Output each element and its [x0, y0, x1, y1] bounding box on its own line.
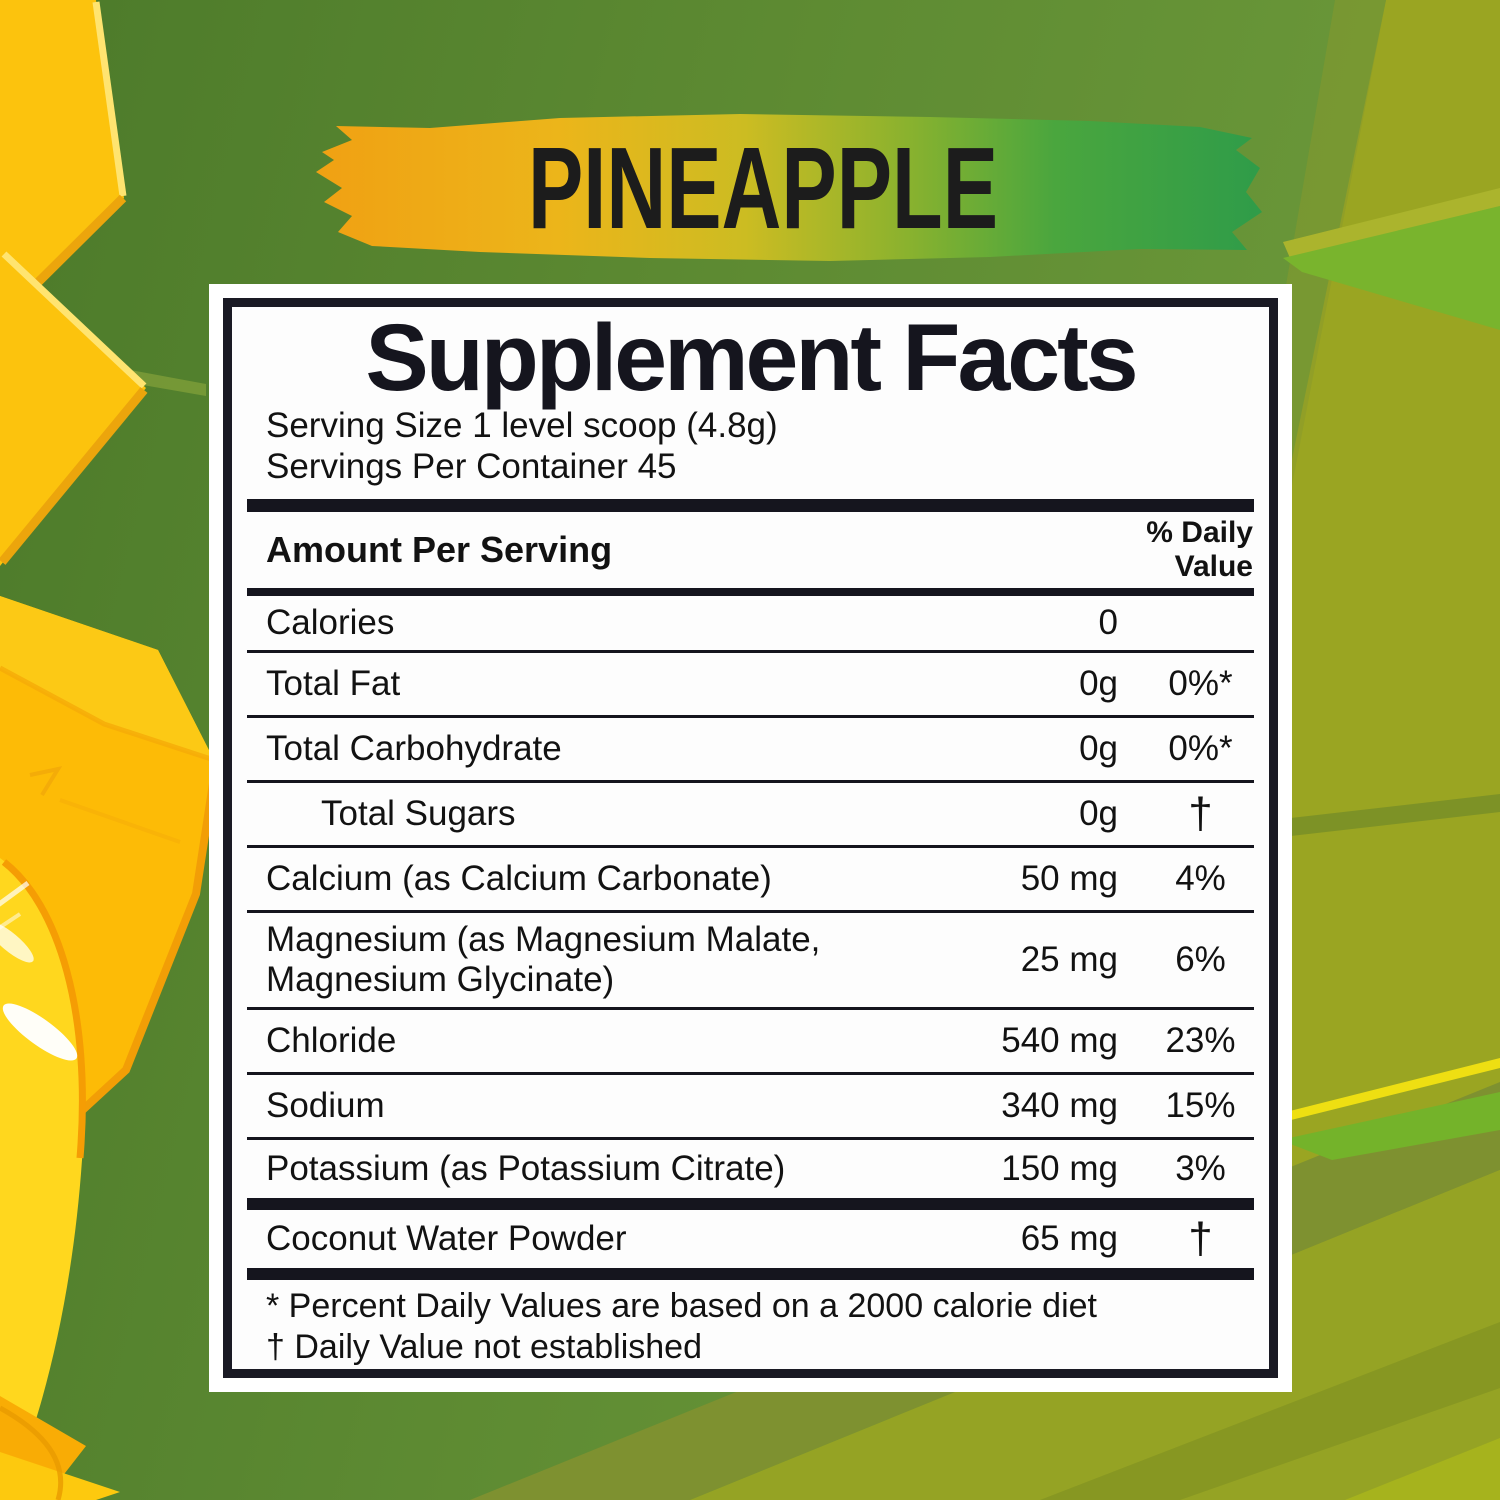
daily-value-header: % Daily Value — [1146, 516, 1253, 583]
divider-heavy — [247, 1268, 1254, 1280]
divider-heavy — [247, 1198, 1254, 1210]
table-row: Sodium 340 mg 15% — [266, 1086, 1236, 1125]
brush-stroke — [316, 114, 1262, 261]
footnote-daily-values: * Percent Daily Values are based on a 20… — [266, 1287, 1097, 1325]
table-row: Total Sugars 0g † — [321, 789, 1213, 838]
pineapple-illustration — [0, 0, 220, 1500]
table-row: Calcium (as Calcium Carbonate) 50 mg 4% — [266, 859, 1226, 898]
servings-per-container: Servings Per Container 45 — [266, 447, 677, 486]
divider-medium — [247, 588, 1254, 596]
table-row: Total Carbohydrate 0g 0%* — [266, 729, 1233, 768]
supplement-facts-border: Supplement Facts Serving Size 1 level sc… — [223, 298, 1278, 1378]
divider-thin — [247, 715, 1254, 718]
divider-thin — [247, 650, 1254, 653]
serving-size: Serving Size 1 level scoop (4.8g) — [266, 406, 778, 445]
supplement-facts-panel: Supplement Facts Serving Size 1 level sc… — [209, 284, 1292, 1392]
divider-thin — [247, 1007, 1254, 1010]
panel-title: Supplement Facts — [365, 305, 1138, 411]
flavor-name: PINEAPPLE — [528, 123, 998, 253]
table-row: Calories 0 — [266, 603, 1118, 642]
amount-per-serving-header: Amount Per Serving — [266, 529, 613, 570]
flavor-banner: PINEAPPLE — [316, 114, 1262, 261]
table-row: Potassium (as Potassium Citrate) 150 mg … — [266, 1149, 1226, 1188]
table-header-row: Amount Per Serving % Daily Value — [232, 512, 1269, 588]
table-row: Chloride 540 mg 23% — [266, 1021, 1236, 1060]
table-row: Total Fat 0g 0%* — [266, 664, 1233, 703]
footnote-dagger: † Daily Value not established — [266, 1328, 702, 1366]
divider-thin — [247, 780, 1254, 783]
table-row: Coconut Water Powder 65 mg † — [266, 1214, 1213, 1263]
divider-thin — [247, 1137, 1254, 1140]
divider-thin — [247, 1072, 1254, 1075]
serving-info: Serving Size 1 level scoop (4.8g) Servin… — [266, 405, 1269, 487]
divider-heavy — [247, 499, 1254, 512]
table-row: Magnesium (as Magnesium Malate, Magnesiu… — [266, 920, 1226, 999]
divider-thin — [247, 845, 1254, 848]
divider-thin — [247, 910, 1254, 913]
footnotes: * Percent Daily Values are based on a 20… — [266, 1286, 1269, 1368]
